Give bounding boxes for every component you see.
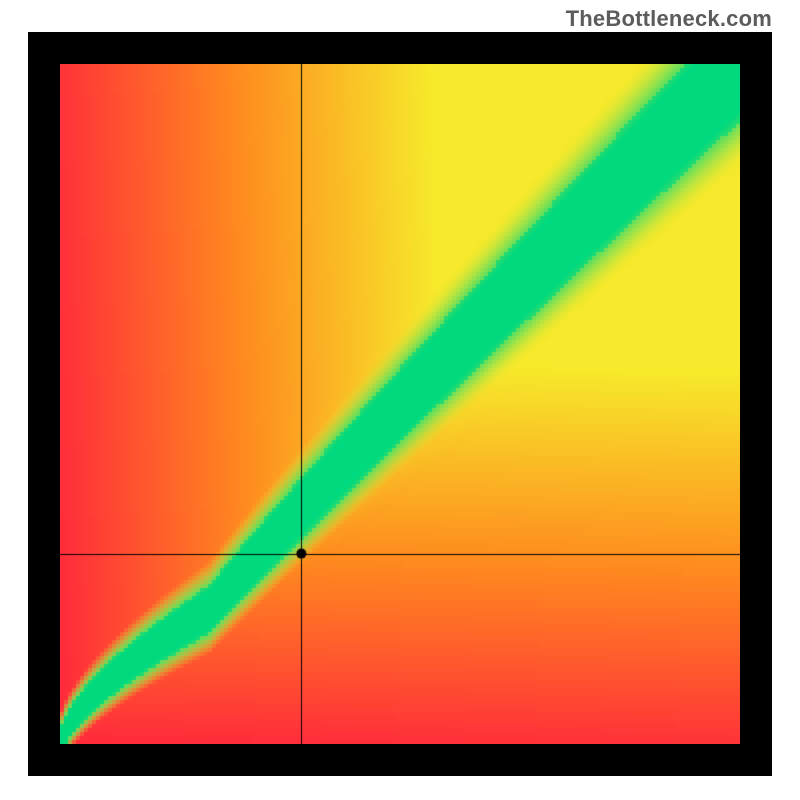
chart-black-border bbox=[28, 32, 772, 776]
watermark-text: TheBottleneck.com bbox=[566, 6, 772, 32]
bottleneck-heatmap bbox=[60, 64, 740, 744]
chart-container: TheBottleneck.com bbox=[0, 0, 800, 800]
